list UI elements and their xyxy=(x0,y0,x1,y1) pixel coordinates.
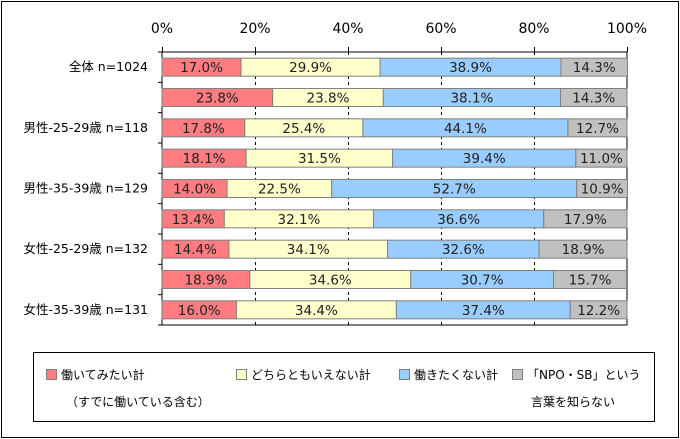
data-label: 25.4% xyxy=(282,121,325,137)
legend-label-not-want: 働きたくない計 xyxy=(414,368,499,382)
x-tick-label: 40% xyxy=(332,21,363,37)
x-tick-label: 20% xyxy=(239,21,270,37)
data-label: 34.4% xyxy=(295,303,338,319)
data-label: 31.5% xyxy=(298,151,341,167)
data-label: 14.4% xyxy=(174,242,217,258)
legend-item-unknown-term: 「NPO・SB」という xyxy=(512,366,641,383)
data-label: 13.4% xyxy=(172,212,215,228)
data-label: 30.7% xyxy=(461,273,504,289)
data-label: 14.0% xyxy=(173,182,216,198)
legend-label-want-to-work: 働いてみたい計 xyxy=(61,368,145,382)
data-label: 52.7% xyxy=(433,182,476,198)
data-label: 14.3% xyxy=(572,91,615,107)
data-label: 18.9% xyxy=(562,242,605,258)
data-label: 12.2% xyxy=(577,303,620,319)
data-label: 38.9% xyxy=(449,60,492,76)
data-label: 34.6% xyxy=(309,273,352,289)
bar-segment xyxy=(575,148,628,168)
bar-segment xyxy=(560,57,628,77)
category-label: 男性-25-29歳 n=118 xyxy=(23,120,148,135)
legend-label-unknown-term: 「NPO・SB」という xyxy=(527,368,641,382)
data-label: 17.0% xyxy=(180,60,223,76)
data-label: 23.8% xyxy=(307,91,350,107)
data-label: 15.7% xyxy=(569,273,612,289)
x-tick-label: 60% xyxy=(425,21,456,37)
data-label: 34.1% xyxy=(287,242,330,258)
data-label: 44.1% xyxy=(444,121,487,137)
legend-sublabel-unknown-term: 言葉を知らない xyxy=(531,395,616,409)
legend-item-not-want: 働きたくない計 xyxy=(399,366,498,383)
x-tick-label: 100% xyxy=(607,21,647,37)
bar-segment xyxy=(567,118,628,138)
legend-swatch-unknown-term xyxy=(512,369,523,380)
legend-sublabel-want-to-work: （すでに働いている含む） xyxy=(66,395,210,409)
x-tick-label: 0% xyxy=(151,21,173,37)
bar-segment xyxy=(560,88,628,107)
category-label: 女性-35-39歳 n=131 xyxy=(23,302,148,317)
data-label: 12.7% xyxy=(576,121,619,137)
data-label: 17.9% xyxy=(564,212,607,228)
bar-segment xyxy=(543,209,628,229)
category-label: 男性-35-39歳 n=129 xyxy=(23,181,148,196)
legend: 働いてみたい計 （すでに働いている含む） どちらともいえない計 働きたくない計 … xyxy=(33,352,655,422)
data-label: 16.0% xyxy=(178,303,221,319)
data-label: 18.9% xyxy=(184,273,227,289)
legend-item-want-to-work: 働いてみたい計 xyxy=(46,366,145,383)
data-label: 32.1% xyxy=(277,212,320,228)
legend-label-neutral: どちらともいえない計 xyxy=(251,368,371,382)
category-label: 全体 n=1024 xyxy=(69,59,148,74)
bar-segment xyxy=(569,300,628,320)
data-label: 38.1% xyxy=(450,91,493,107)
x-tick-label: 80% xyxy=(518,21,549,37)
data-label: 18.1% xyxy=(183,151,226,167)
data-label: 37.4% xyxy=(462,303,505,319)
data-label: 39.4% xyxy=(463,151,506,167)
data-label: 23.8% xyxy=(196,91,239,107)
legend-item-neutral: どちらともいえない計 xyxy=(236,366,371,383)
data-label: 29.9% xyxy=(289,60,332,76)
category-label: 女性-25-29歳 n=132 xyxy=(23,241,148,256)
data-label: 14.3% xyxy=(573,60,616,76)
legend-swatch-not-want xyxy=(399,369,410,380)
data-label: 22.5% xyxy=(258,182,301,198)
data-label: 17.8% xyxy=(182,121,225,137)
bar-segment xyxy=(576,179,628,198)
data-label: 10.9% xyxy=(581,182,624,198)
bar-segment xyxy=(538,239,628,259)
legend-swatch-neutral xyxy=(236,369,247,380)
legend-swatch-want-to-work xyxy=(46,369,57,380)
data-label: 11.0% xyxy=(580,151,623,167)
data-label: 36.6% xyxy=(437,212,480,228)
data-label: 32.6% xyxy=(442,242,485,258)
bar-segment xyxy=(553,270,628,289)
